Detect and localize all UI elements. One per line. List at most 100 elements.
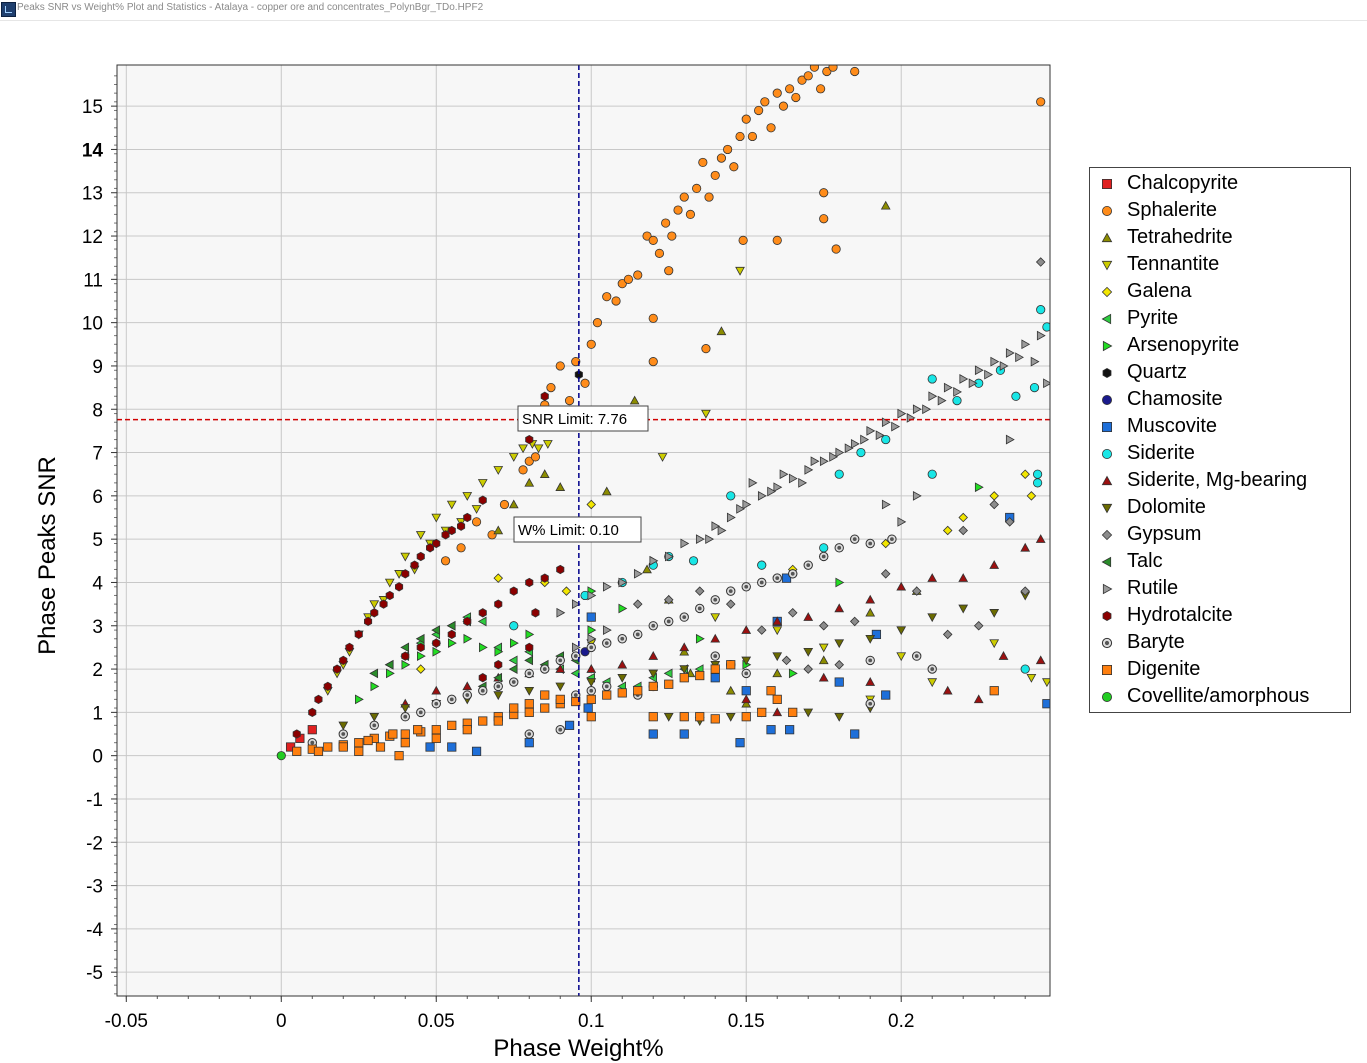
rutile-point [819, 456, 829, 467]
legend-item: Digenite [1090, 656, 1350, 683]
legend-marker-shape [1101, 475, 1113, 486]
tennantite-point [989, 639, 1000, 649]
dolomite-point [927, 613, 938, 623]
sphalerite-point [586, 339, 596, 349]
weight-limit-box [513, 516, 642, 543]
hydrotalcite-point [531, 608, 540, 618]
rutile-point [779, 469, 789, 480]
sphalerite-point [685, 209, 696, 219]
pyrite-point [508, 655, 518, 666]
rutile-point [829, 452, 839, 462]
muscovite-point [871, 629, 882, 640]
baryte-point [648, 621, 658, 631]
tennantite-point [533, 444, 544, 454]
legend-marker [1101, 556, 1112, 568]
sphalerite-point [828, 65, 838, 72]
siderite-mg-bearing-point [617, 659, 628, 669]
legend-item: Quartz [1090, 359, 1350, 386]
rutile-point [767, 486, 777, 497]
digenite-point [462, 725, 472, 735]
baryte-point [741, 668, 751, 679]
rutile-point [1021, 339, 1031, 350]
dolomite-point [834, 639, 845, 649]
baryte-point [633, 629, 643, 640]
sphalerite-point [623, 274, 634, 284]
digenite-point [679, 712, 689, 722]
legend-marker [1102, 340, 1113, 352]
siderite-mg-bearing-point [896, 581, 907, 591]
talc-point [384, 659, 394, 670]
legend-label: Galena [1127, 280, 1192, 302]
pyrite-point [663, 668, 673, 679]
tetrahedrite-point [539, 469, 550, 478]
tetrahedrite-point [865, 607, 876, 617]
sphalerite-point [487, 530, 497, 540]
gypsum-point [632, 599, 643, 609]
sphalerite-point [760, 97, 770, 107]
rutile-point [850, 439, 860, 449]
x-tick-label: 0.1 [578, 1011, 604, 1032]
rutile-point [810, 456, 820, 467]
legend-label: Chalcopyrite [1127, 172, 1239, 194]
legend-label: Siderite, Mg-bearing [1127, 469, 1308, 491]
baryte-point [416, 707, 426, 718]
digenite-point [431, 725, 441, 735]
sphalerite-point [716, 153, 727, 163]
rutile-point [922, 404, 932, 415]
legend-item: Galena [1090, 278, 1350, 305]
snr-limit-label: SNR Limit: 7.76 [522, 411, 627, 428]
legend-marker [1101, 394, 1112, 405]
sphalerite-point [701, 344, 711, 354]
digenite-point [741, 712, 751, 722]
siderite-point [1036, 305, 1046, 315]
dolomite-point [369, 712, 380, 722]
dolomite-point [803, 708, 814, 718]
tennantite-point [384, 578, 395, 588]
muscovite-point [766, 725, 776, 735]
rutile-point [953, 387, 963, 397]
chalcopyrite-point [307, 725, 317, 735]
sphalerite-point [471, 517, 482, 527]
y-tick-label: 2 [92, 660, 103, 681]
digenite-point [400, 738, 410, 748]
legend-item: Dolomite [1090, 494, 1350, 521]
sphalerite-point [1036, 97, 1046, 107]
dolomite-point [958, 604, 969, 614]
legend-marker-shape [1101, 556, 1112, 568]
hydrotalcite-point [416, 642, 425, 653]
sphalerite-point [633, 270, 643, 280]
hydrotalcite-point [456, 521, 466, 531]
legend-item: Siderite [1090, 440, 1350, 467]
rutile-point [1005, 348, 1015, 358]
legend-label: Siderite [1127, 442, 1195, 464]
siderite-mg-bearing-point [1035, 655, 1046, 665]
digenite-point [602, 690, 612, 700]
legend-item: Chamosite [1090, 386, 1350, 413]
legend-item: Arsenopyrite [1090, 332, 1350, 359]
sphalerite-point [809, 65, 820, 72]
legend-marker [1102, 583, 1113, 595]
legend-marker-shape [1101, 260, 1113, 271]
legend-marker-shape [1101, 205, 1112, 216]
tetrahedrite-point [524, 477, 535, 487]
hydrotalcite-point [401, 651, 410, 661]
hydrotalcite-point [308, 707, 317, 718]
digenite-point [710, 664, 720, 674]
muscovite-point [781, 573, 792, 583]
legend-marker-shape [1101, 448, 1112, 459]
digenite-point [695, 712, 705, 722]
rutile-point [587, 633, 597, 644]
scatter-chart[interactable]: -0.05 0 0.05 0.1 0.15 0.215141312111098765432… [0, 20, 1367, 1063]
siderite-mg-bearing-point [741, 694, 752, 704]
digenite-point [493, 716, 503, 726]
galena-point [942, 525, 953, 536]
y-tick-label: 9 [92, 357, 103, 378]
legend-label: Sphalerite [1127, 199, 1218, 221]
rutile-point [571, 599, 581, 609]
muscovite-point [710, 673, 720, 683]
dolomite-point [989, 609, 1000, 618]
rutile-point [928, 391, 938, 402]
sphalerite-point [440, 556, 451, 566]
hydrotalcite-point [525, 434, 534, 445]
baryte-point [462, 690, 472, 700]
